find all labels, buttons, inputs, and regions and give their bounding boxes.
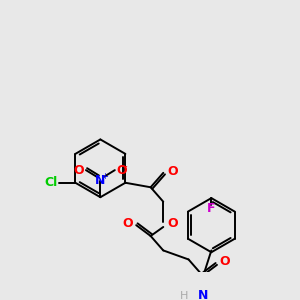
Text: Cl: Cl [44, 176, 57, 189]
Text: N: N [198, 289, 208, 300]
Text: O: O [74, 164, 84, 177]
Text: N: N [95, 175, 106, 188]
Text: O: O [219, 255, 230, 268]
Text: +: + [101, 172, 108, 181]
Text: O: O [168, 217, 178, 230]
Text: −: − [120, 161, 128, 172]
Text: O: O [117, 164, 127, 177]
Text: F: F [207, 202, 216, 215]
Text: O: O [167, 164, 178, 178]
Text: O: O [122, 217, 133, 230]
Text: H: H [180, 291, 188, 300]
